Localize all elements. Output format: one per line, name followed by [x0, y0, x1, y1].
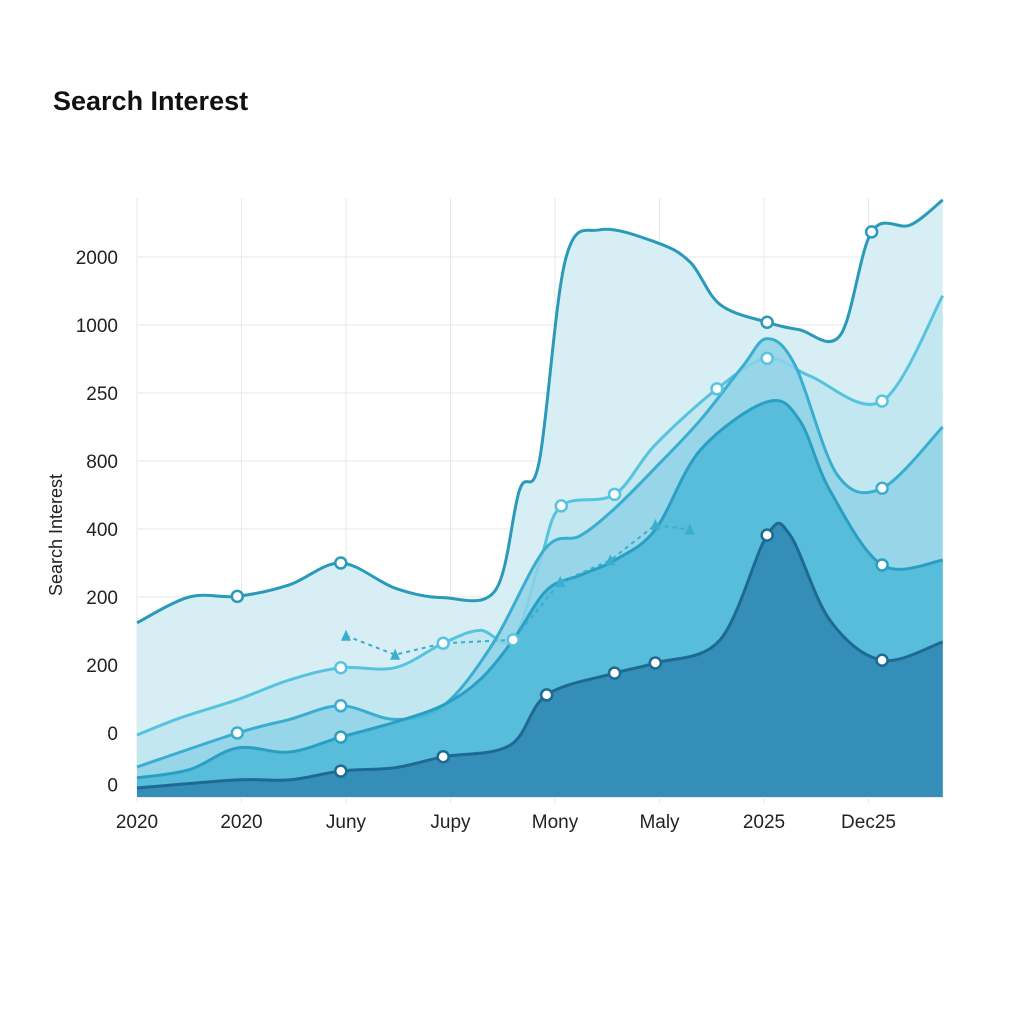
- data-point-b: [607, 487, 622, 502]
- markers: [230, 225, 889, 778]
- data-point-b: [554, 499, 569, 513]
- x-tick-label: 2025: [743, 812, 785, 833]
- x-tick-label: Mony: [532, 812, 579, 833]
- y-tick-label: 800: [86, 452, 118, 473]
- data-point-a: [760, 315, 774, 330]
- data-point-a: [334, 556, 348, 570]
- line-series-e: [136, 521, 944, 790]
- data-point-e: [760, 528, 774, 542]
- chart-title: Search Interest: [53, 86, 249, 116]
- x-tick-label: 2020: [220, 812, 262, 833]
- dashed-line: [345, 523, 690, 656]
- arrow-marker: [555, 576, 566, 588]
- series-areas: [136, 198, 944, 797]
- y-tick-label: 400: [86, 520, 118, 541]
- data-point-e: [539, 688, 554, 702]
- data-point-d: [875, 481, 889, 495]
- data-point-a: [230, 589, 245, 604]
- data-point-e: [875, 653, 889, 667]
- line-series-a: [136, 198, 944, 625]
- y-tick-label: 200: [86, 588, 118, 609]
- data-point-b: [334, 660, 348, 675]
- arrow-marker: [390, 648, 401, 660]
- data-point-c: [334, 730, 348, 744]
- arrow-marker: [605, 554, 616, 566]
- y-tick-label: 1000: [76, 316, 118, 337]
- y-tick-label: 0: [107, 724, 118, 745]
- data-point-a: [864, 225, 879, 239]
- arrow-marker: [684, 523, 695, 535]
- data-point-c: [875, 558, 889, 572]
- area-series-e: [137, 523, 943, 797]
- x-tick-label: Maly: [639, 812, 680, 833]
- y-axis: 0 0 200 200 400 800 250 1000 2000: [76, 248, 118, 797]
- data-point-e: [334, 764, 348, 778]
- data-point-b: [506, 633, 520, 647]
- data-point-d: [334, 699, 348, 713]
- y-tick-label: 0: [107, 776, 118, 797]
- data-point-e: [648, 656, 663, 670]
- x-axis: 2020 2020 Juny Jupy Mony Maly 2025 Dec25: [116, 812, 896, 833]
- data-point-b: [875, 394, 889, 408]
- arrow-marker: [650, 518, 661, 530]
- y-tick-label: 2000: [76, 248, 118, 269]
- data-point-d: [230, 726, 245, 740]
- data-point-b: [760, 351, 774, 366]
- x-tick-label: 2020: [116, 812, 158, 833]
- arrow-marker: [341, 629, 351, 641]
- x-tick-label: Jupy: [430, 812, 471, 833]
- data-point-e: [436, 750, 450, 764]
- line-series-d: [136, 337, 944, 769]
- y-axis-label: Search Interest: [46, 474, 66, 596]
- data-point-e: [607, 666, 622, 680]
- data-point-b: [436, 636, 450, 650]
- y-tick-label: 200: [86, 656, 118, 677]
- x-tick-label: Juny: [326, 812, 367, 833]
- data-point-b: [710, 382, 724, 396]
- x-tick-label: Dec25: [841, 812, 896, 833]
- y-tick-label: 250: [86, 384, 118, 405]
